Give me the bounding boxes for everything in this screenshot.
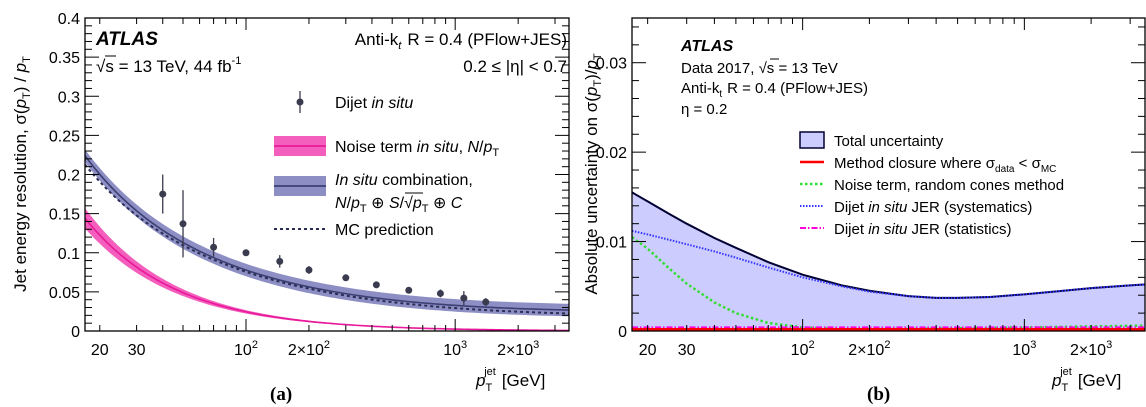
dijet-point <box>405 286 413 294</box>
panel-a-y-tick-label: 0.05 <box>49 285 80 302</box>
panel-a-y-tick-label: 0.3 <box>58 89 80 106</box>
panel-a-bands <box>85 149 569 331</box>
panel-a-x-tick-label: 2×102 <box>288 339 330 359</box>
noise-term-band <box>85 208 569 331</box>
dijet-point <box>372 281 380 289</box>
panel-a-y-tick-label: 0.15 <box>49 207 80 224</box>
total-uncertainty-line <box>632 191 1145 299</box>
legend-total-label: Total uncertainty <box>834 133 944 150</box>
legend-dijet-label: Dijet in situ <box>335 95 413 112</box>
total-uncertainty-area <box>632 192 1145 331</box>
panel-a-y-tick-label: 0.2 <box>58 168 80 185</box>
svg-text:√s = 13 TeV, 44 fb-1: √s = 13 TeV, 44 fb-1 <box>96 55 241 76</box>
panel-b-x-tick-label: 20 <box>639 342 657 359</box>
panel-a-x-tick-label: 102 <box>234 339 258 359</box>
panel-b-y-tick-label: 0 <box>618 324 627 341</box>
dijet-point <box>210 243 218 251</box>
panel-b-x-tick-label: 30 <box>678 342 696 359</box>
panel-a-algo: Anti-kt R = 0.4 (PFlow+JES) <box>355 30 567 52</box>
dijet-point <box>305 266 313 274</box>
dijet-point <box>276 257 284 265</box>
panel-b-xlabel: pTjet [GeV] <box>1051 366 1121 394</box>
panel-b-x-tick-label: 103 <box>1012 339 1036 359</box>
panel-a-y-tick-label: 0.1 <box>58 246 80 263</box>
panel-a-ylabel: Jet energy resolution, σ(pT) / pT <box>11 56 33 292</box>
legend-combo-label-1: In situ combination, <box>335 172 473 189</box>
svg-text:N/pT ⊕ S/√pT ⊕ C: N/pT ⊕ S/√pT ⊕ C <box>335 195 463 215</box>
legend-sys-label: Dijet in situ JER (systematics) <box>834 199 1032 216</box>
legend-closure-label: Method closure where σdata < σMC <box>834 155 1056 175</box>
panel-b-x-tick-label: 2×102 <box>848 339 890 359</box>
panel-a-x-tick-label: 2×103 <box>497 339 539 359</box>
panel-b-x-tick-label: 102 <box>791 339 815 359</box>
legend-noise-label-b: Noise term, random cones method <box>834 177 1064 194</box>
legend-total-swatch <box>799 131 825 149</box>
panel-a-y-tick-label: 0 <box>71 324 80 341</box>
panel-a-axes: 20 30 102 2×102 103 2×103 0 0.05 0.1 0.15 0.2 0.25 0… <box>49 11 569 359</box>
dijet-point <box>482 298 490 306</box>
panel-a: 20 30 102 2×102 103 2×103 0 0.05 0.1 0.15 0.2 0.25 0… <box>11 11 570 405</box>
dijet-point <box>159 190 167 198</box>
panel-a-atlas-label: ATLAS <box>95 29 158 50</box>
panel-a-x-tick-label: 30 <box>128 342 146 359</box>
legend-mc-label: MC prediction <box>335 222 434 239</box>
panel-b-y-tick-label: 0.01 <box>596 235 627 252</box>
panel-b-atlas-label: ATLAS <box>680 38 733 55</box>
combination-line <box>85 155 569 311</box>
dijet-point <box>342 274 350 282</box>
panel-b-series <box>632 191 1145 331</box>
legend-combo-label-2: N/pT ⊕ S/√pT ⊕ C <box>335 192 463 215</box>
dijet-point <box>242 249 250 257</box>
panel-b-eta: η = 0.2 <box>681 101 727 118</box>
panel-b-y-tick-label: 0.03 <box>596 56 627 73</box>
panel-b-axes: 20 30 102 2×102 103 2×103 0 0.01 0.02 0.03 <box>596 18 1145 359</box>
legend-stat-label: Dijet in situ JER (statistics) <box>834 221 1012 238</box>
panel-b-y-tick-label: 0.02 <box>596 145 627 162</box>
legend-noise-label: Noise term in situ, N/pT <box>335 139 499 159</box>
panel-a-y-tick-label: 0.35 <box>49 50 80 67</box>
panel-b-legend: Total uncertainty Method closure where σ… <box>799 131 1064 238</box>
noise-term-line <box>85 217 569 331</box>
dijet-point <box>460 294 468 302</box>
panel-a-y-tick-label: 0.4 <box>58 11 80 28</box>
panel-b-x-tick-label: 2×103 <box>1070 339 1112 359</box>
panel-b-frame <box>631 17 1146 332</box>
panel-b-data-line: Data 2017, √s = 13 TeV <box>681 58 838 77</box>
dijet-point <box>179 220 187 228</box>
panel-a-label: (a) <box>270 384 292 405</box>
panel-b-algo: Anti-kt R = 0.4 (PFlow+JES) <box>681 80 868 100</box>
svg-text:Data 2017, √s = 13 TeV: Data 2017, √s = 13 TeV <box>681 60 838 77</box>
panel-b: 20 30 102 2×102 103 2×103 0 0.01 0.02 0.03 Absolu… <box>582 17 1146 405</box>
panel-b-ylabel: Absolute uncertainty on σ(pT)/pT <box>582 53 604 295</box>
panel-a-x-tick-label: 103 <box>443 339 467 359</box>
dijet-point <box>436 289 444 297</box>
panel-a-y-tick-label: 0.25 <box>49 128 80 145</box>
panel-a-points <box>159 174 490 306</box>
panel-a-legend: Dijet in situ Noise term in situ, N/pT I… <box>274 91 499 239</box>
legend-dijet-marker <box>296 91 304 113</box>
panel-a-eta-range: 0.2 ≤ |η| < 0.7 <box>463 57 567 76</box>
panel-a-sqrt-s: √s = 13 TeV, 44 fb-1 <box>96 55 241 76</box>
panel-a-x-tick-label: 20 <box>91 342 109 359</box>
panel-b-label: (b) <box>867 384 890 405</box>
panel-a-xlabel: pTjet [GeV] <box>475 366 545 394</box>
